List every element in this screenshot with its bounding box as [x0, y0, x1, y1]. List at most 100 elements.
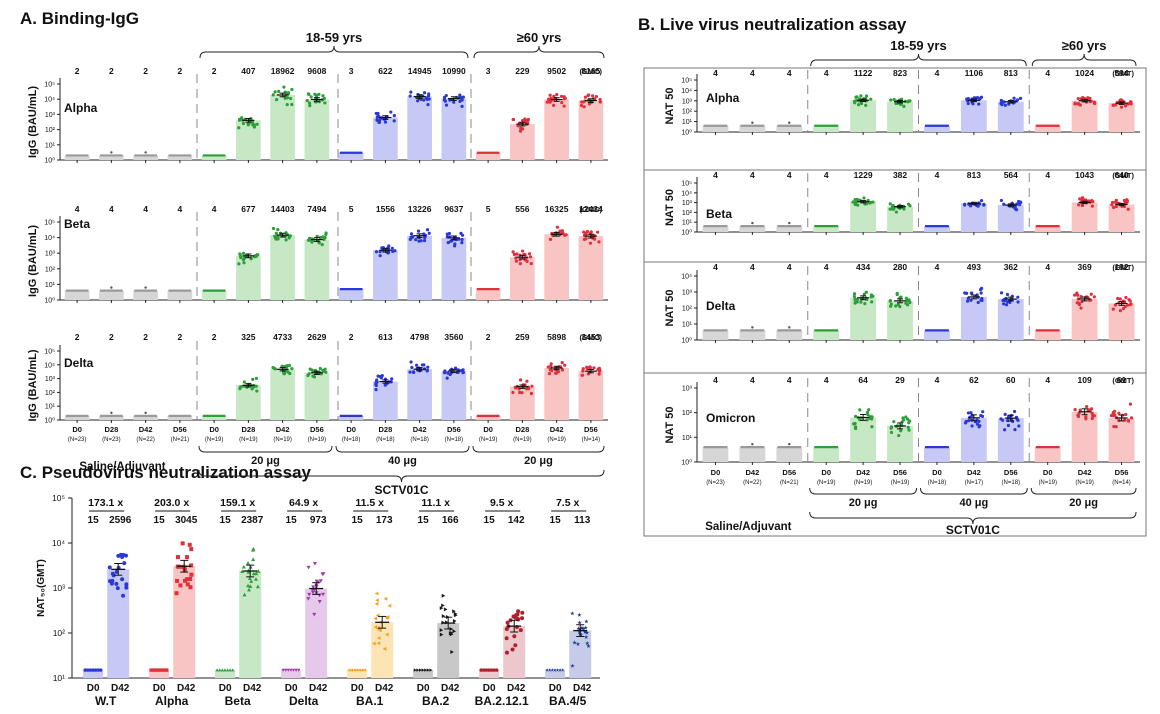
- data-point: [513, 643, 518, 648]
- bar: [544, 367, 569, 420]
- data-point: [324, 370, 328, 374]
- data-point: [549, 364, 553, 368]
- data-point: [390, 377, 394, 381]
- data-point: [889, 430, 894, 435]
- n-label: (N=18): [410, 437, 429, 443]
- data-point: [1002, 202, 1006, 206]
- subplot-label: Alpha: [64, 101, 98, 115]
- data-point: [577, 612, 582, 617]
- data-point: [307, 372, 311, 376]
- data-point: [448, 98, 452, 102]
- data-point: [902, 104, 906, 108]
- data-point: [548, 93, 552, 97]
- data-point: [597, 366, 601, 370]
- bar: [739, 226, 766, 232]
- stat-value: 5898: [547, 332, 566, 342]
- x-tick-label: D0: [209, 425, 219, 434]
- data-point: [583, 95, 588, 99]
- data-point: [597, 372, 601, 376]
- data-point: [254, 384, 258, 388]
- bar: [544, 234, 569, 300]
- data-point: [858, 408, 862, 412]
- data-point: [888, 202, 892, 206]
- stat-value: 362: [1004, 262, 1018, 272]
- data-point: [489, 668, 494, 672]
- data-point: [969, 298, 973, 302]
- n-label: (N=21): [171, 437, 190, 443]
- data-point: [321, 368, 325, 373]
- data-point: [1006, 418, 1010, 423]
- data-point: [1084, 417, 1088, 421]
- data-point: [375, 598, 379, 603]
- x-tick-label: D42: [856, 468, 870, 477]
- stat-value: 1106: [965, 68, 984, 78]
- data-point: [409, 232, 414, 236]
- data-point: [376, 374, 380, 378]
- data-point: [520, 391, 524, 395]
- n-label: (N=19): [239, 437, 258, 443]
- data-point: [282, 85, 286, 89]
- x-tick-label: D0: [1043, 468, 1053, 477]
- data-point: [445, 376, 449, 380]
- fold-change: 173.1 x: [88, 497, 123, 509]
- stat-value: 8165: [581, 66, 600, 76]
- data-point: [414, 238, 418, 242]
- y-tick-label: 10¹: [682, 435, 693, 442]
- bar: [1108, 417, 1135, 462]
- data-point: [460, 237, 464, 242]
- data-point: [504, 636, 509, 641]
- gmt-value: 15: [154, 515, 166, 526]
- y-tick-label: 10⁰: [44, 297, 55, 305]
- stat-value: 4: [1045, 68, 1050, 78]
- bar: [850, 201, 877, 232]
- data-point: [1079, 306, 1083, 310]
- bar: [201, 155, 227, 160]
- y-tick-label: 10⁰: [681, 129, 692, 137]
- data-point: [560, 101, 564, 105]
- stat-value: 2: [212, 66, 217, 76]
- stat-value: 4: [713, 68, 718, 78]
- data-point: [520, 610, 525, 615]
- data-point: [241, 251, 246, 255]
- data-point: [863, 302, 867, 306]
- data-point: [88, 668, 93, 672]
- bar: [201, 415, 227, 420]
- data-point: [420, 363, 424, 367]
- data-point: [317, 600, 322, 604]
- data-point: [375, 115, 379, 119]
- data-point: [908, 204, 912, 208]
- data-point: [452, 100, 456, 104]
- y-tick-label: 10⁴: [681, 190, 692, 197]
- n-label: (N=19): [854, 480, 873, 486]
- y-axis-label: NAT 50: [664, 289, 676, 326]
- stat-value: 4798: [410, 332, 429, 342]
- data-point: [1090, 416, 1094, 421]
- data-point: [271, 93, 275, 97]
- bar: [304, 372, 330, 420]
- stat-value: 4733: [273, 332, 292, 342]
- bar: [960, 417, 987, 462]
- data-point: [870, 425, 874, 429]
- data-point: [306, 92, 310, 96]
- data-point: [553, 371, 558, 375]
- data-point: [1006, 423, 1011, 428]
- data-point: [597, 240, 601, 244]
- data-point: [484, 668, 489, 672]
- n-label: (N=19): [273, 437, 292, 443]
- x-tick-label: D0: [483, 425, 493, 434]
- bar: [133, 415, 158, 420]
- data-point: [894, 210, 898, 214]
- x-tick-label: D42: [243, 683, 262, 694]
- stat-value: 594: [1114, 68, 1128, 78]
- bar: [338, 152, 364, 160]
- n-label: (N=19): [513, 437, 532, 443]
- data-point: [242, 380, 246, 384]
- bar: [270, 235, 295, 300]
- data-point: [980, 286, 984, 291]
- panel-b: 18-59 yrs ≥60 yrs 10⁰ 10¹ 10² 10³ 10⁴ 10⁵ NAT 50…: [643, 38, 1147, 537]
- data-point: [305, 98, 309, 103]
- x-tick-label: D0: [549, 683, 562, 694]
- data-point: [290, 87, 294, 92]
- y-tick-label: 10²: [682, 210, 693, 217]
- data-point: [559, 94, 564, 99]
